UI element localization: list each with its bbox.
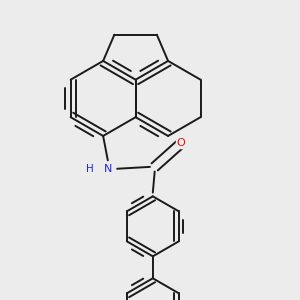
Text: H: H (86, 164, 94, 174)
Text: N: N (103, 164, 112, 174)
Text: O: O (177, 138, 185, 148)
